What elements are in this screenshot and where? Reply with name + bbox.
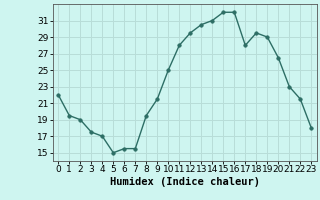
X-axis label: Humidex (Indice chaleur): Humidex (Indice chaleur) bbox=[110, 177, 260, 187]
